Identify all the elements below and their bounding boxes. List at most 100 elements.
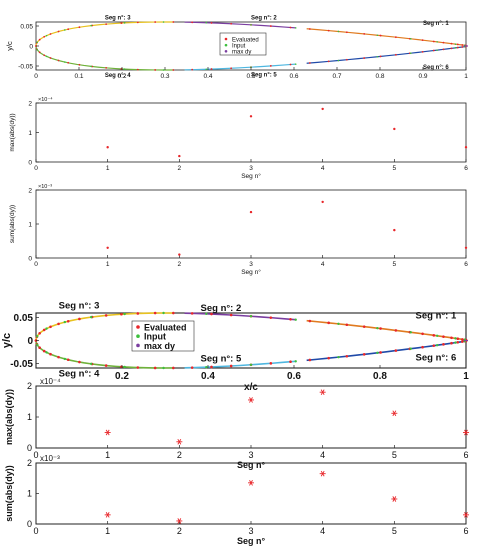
airfoil-panel: 0.2 0.4 0.6 0.8 1 -0.05 0 0.05y/c x/c Seg n°: 1 Se… bbox=[1, 300, 469, 393]
evaluated-point bbox=[379, 327, 382, 330]
data-point bbox=[178, 154, 181, 158]
x-tick-label: 0.9 bbox=[418, 73, 427, 80]
evaluated-point bbox=[210, 68, 213, 70]
evaluated-point bbox=[57, 355, 60, 359]
x-tick-label: 0.2 bbox=[117, 73, 126, 80]
evaluated-point bbox=[105, 23, 108, 26]
data-point-stroke bbox=[464, 429, 468, 436]
input-point bbox=[205, 68, 208, 71]
legend-entry: Input bbox=[232, 43, 246, 49]
data-point bbox=[464, 146, 468, 149]
evaluated-point bbox=[432, 40, 435, 43]
input-point bbox=[205, 312, 208, 316]
evaluated-point bbox=[42, 328, 46, 332]
input-point bbox=[435, 344, 439, 347]
evaluated-point bbox=[327, 29, 330, 32]
input-point bbox=[249, 363, 253, 366]
evaluated-point bbox=[153, 311, 157, 315]
evaluated-point bbox=[450, 47, 453, 50]
input-point bbox=[90, 65, 93, 68]
input-point bbox=[409, 52, 412, 54]
y-tick-label: 1 bbox=[28, 130, 32, 137]
data-point bbox=[391, 496, 398, 502]
x-axis-label: x/c bbox=[244, 382, 258, 393]
evaluated-point bbox=[442, 48, 445, 51]
evaluated-point bbox=[38, 38, 41, 41]
input-point bbox=[205, 21, 208, 24]
y-tick-label: 0 bbox=[28, 255, 32, 262]
x-tick-label: 1 bbox=[464, 73, 468, 80]
evaluated-point bbox=[153, 366, 157, 370]
x-axis-label: Seg n° bbox=[241, 172, 261, 180]
segment-label-6: Seg n°: 6 bbox=[416, 353, 457, 364]
segment-label-4: Seg n°: 4 bbox=[105, 73, 131, 79]
legend-box bbox=[219, 32, 267, 56]
y-tick-label: -0.05 bbox=[18, 63, 33, 70]
lower-surface-segment-2 bbox=[184, 63, 296, 71]
input-point bbox=[409, 38, 412, 40]
data-point bbox=[463, 429, 469, 436]
input-point bbox=[90, 24, 93, 27]
evaluated-point bbox=[461, 44, 464, 46]
data-point bbox=[249, 115, 253, 118]
data-point-stroke bbox=[105, 429, 110, 436]
legend-entry: max dy bbox=[232, 50, 251, 56]
data-point bbox=[106, 146, 109, 149]
evaluated-point bbox=[362, 325, 366, 328]
evaluated-point bbox=[379, 351, 382, 354]
y-tick-label: 1 bbox=[27, 489, 32, 499]
input-point bbox=[435, 334, 439, 337]
data-point bbox=[393, 228, 396, 232]
data-point bbox=[248, 480, 254, 486]
input-point bbox=[454, 337, 457, 340]
x-tick-label: 0 bbox=[34, 261, 38, 268]
x-tick-label: 1 bbox=[105, 526, 110, 536]
evaluated-point bbox=[363, 57, 366, 59]
evaluated-point bbox=[104, 314, 108, 317]
input-point bbox=[162, 21, 165, 23]
x-tick-label: 3 bbox=[248, 526, 253, 536]
segment-label-6: Seg n°: 6 bbox=[423, 65, 449, 71]
evaluated-point bbox=[136, 312, 140, 315]
lower-surface-segment-1 bbox=[35, 45, 174, 71]
evaluated-point bbox=[172, 311, 175, 315]
input-point bbox=[294, 360, 297, 363]
x-tick-label: 0.6 bbox=[287, 371, 301, 382]
legend-marker bbox=[224, 37, 228, 41]
segment-label-2: Seg n°: 2 bbox=[251, 16, 277, 22]
x-tick-label: 6 bbox=[463, 526, 468, 536]
data-point bbox=[104, 429, 111, 436]
evaluated-point bbox=[49, 352, 52, 356]
data-point bbox=[176, 518, 183, 524]
exponent-label: x10⁻³ bbox=[40, 454, 60, 463]
evaluated-point bbox=[67, 28, 70, 31]
x-axis-label: Seg n° bbox=[241, 268, 261, 276]
y-axis-label: sum(abs(dy)) bbox=[9, 205, 16, 243]
x-tick-label: 0.6 bbox=[289, 73, 298, 80]
evaluated-point bbox=[421, 332, 424, 336]
x-tick-label: 6 bbox=[463, 450, 468, 460]
axes-box bbox=[35, 462, 467, 525]
evaluated-point bbox=[120, 312, 123, 316]
evaluated-point bbox=[57, 322, 60, 326]
input-point bbox=[376, 55, 379, 58]
x-tick-label: 6 bbox=[464, 165, 468, 172]
data-point-stroke bbox=[320, 389, 325, 396]
x-tick-label: 0.7 bbox=[332, 73, 341, 80]
evaluated-point bbox=[210, 365, 213, 369]
y-tick-label: 0 bbox=[29, 43, 33, 50]
upper-surface-segment-3 bbox=[306, 28, 467, 47]
evaluated-point bbox=[57, 59, 60, 62]
evaluated-point bbox=[432, 344, 436, 347]
evaluated-point bbox=[49, 57, 52, 59]
evaluated-point bbox=[442, 41, 445, 44]
evaluated-point bbox=[43, 35, 46, 38]
input-point bbox=[454, 341, 457, 344]
evaluated-point bbox=[421, 345, 424, 349]
input-point bbox=[45, 327, 48, 330]
evaluated-point bbox=[78, 26, 81, 29]
y-axis-label: sum(abs(dy)) bbox=[4, 465, 14, 522]
input-point bbox=[294, 27, 297, 29]
exponent-label: ×10⁻⁴ bbox=[38, 96, 53, 103]
evaluated-point bbox=[57, 30, 60, 33]
